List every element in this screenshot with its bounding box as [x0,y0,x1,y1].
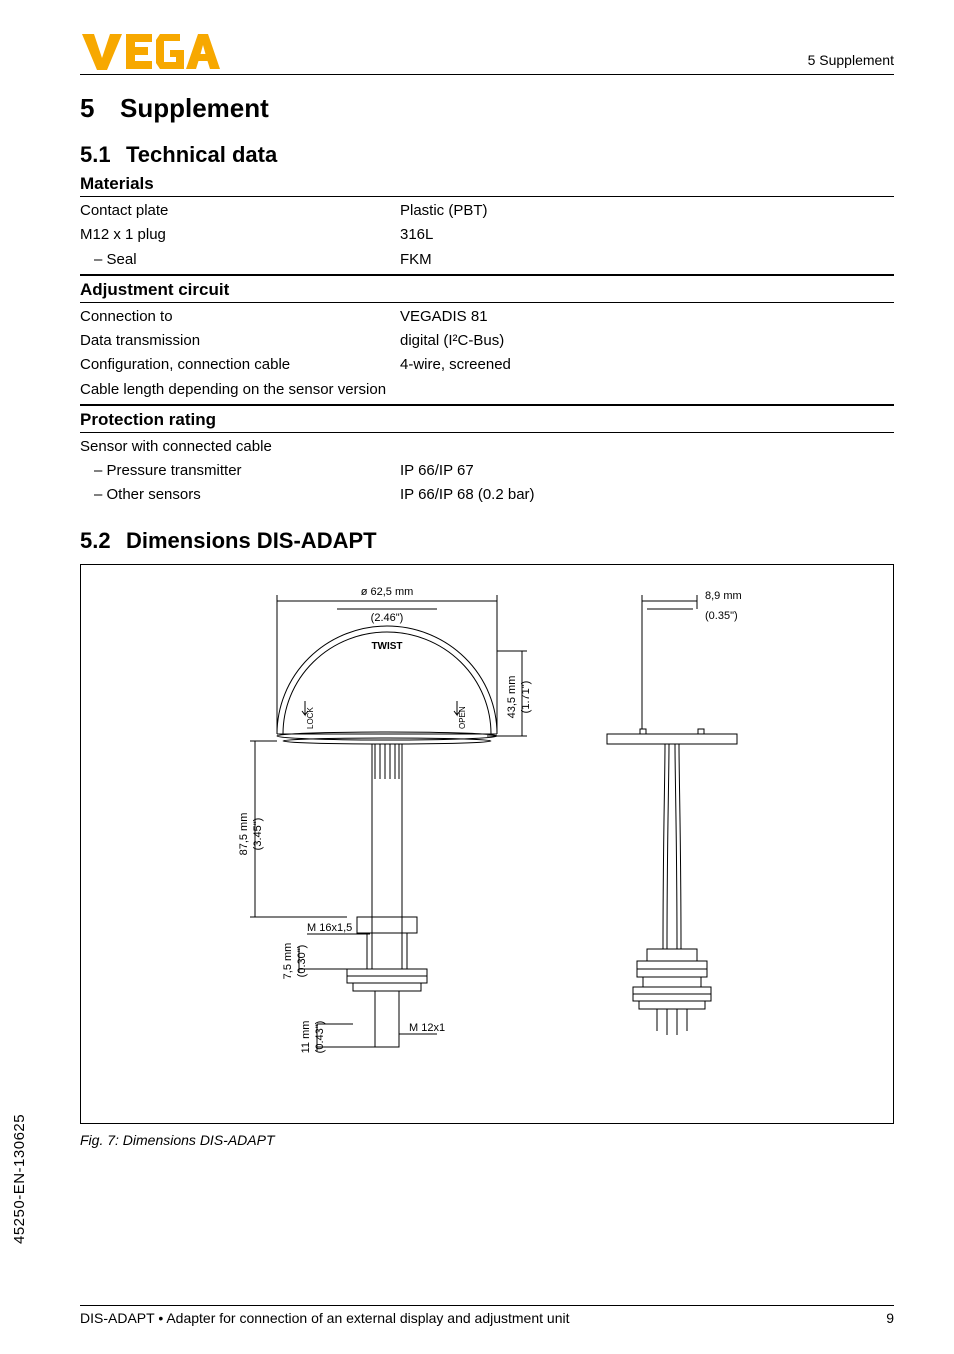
svg-text:TWIST: TWIST [371,641,402,652]
header-section-label: 5 Supplement [808,52,894,72]
protection-lead: Sensor with connected cable [80,437,272,457]
materials-rows: Contact platePlastic (PBT) M12 x 1 plug3… [80,201,894,270]
svg-text:8,9 mm: 8,9 mm [705,590,742,602]
svg-text:(2.46"): (2.46") [371,612,404,624]
svg-text:OPEN: OPEN [458,706,467,729]
page-footer: DIS-ADAPT • Adapter for connection of an… [80,1305,894,1326]
svg-text:M 16x1,5: M 16x1,5 [307,922,352,934]
doc-code: 45250-EN-130625 [11,1114,28,1244]
dimensions-diagram: ø 62,5 mm (2.46") TWIST LOCK OPEN [177,579,797,1109]
svg-text:(0.43"): (0.43") [314,1020,326,1053]
adjustment-heading: Adjustment circuit [80,280,894,300]
svg-text:7,5 mm: 7,5 mm [282,942,294,979]
svg-text:87,5 mm: 87,5 mm [238,812,250,855]
svg-text:(0.35"): (0.35") [705,610,738,622]
protection-rows: – Pressure transmitterIP 66/IP 67 – Othe… [80,461,894,506]
subsection-52: 5.2Dimensions DIS-ADAPT [80,528,894,554]
adjustment-rows: Connection toVEGADIS 81 Data transmissio… [80,307,894,400]
svg-text:M 12x1: M 12x1 [409,1022,445,1034]
protection-heading: Protection rating [80,410,894,430]
section-heading: 5Supplement [80,93,894,124]
svg-text:43,5 mm: 43,5 mm [506,675,518,718]
vega-logo [80,30,220,72]
materials-heading: Materials [80,174,894,194]
svg-text:(1.71"): (1.71") [520,680,532,713]
footer-page: 9 [886,1310,894,1326]
svg-text:LOCK: LOCK [306,706,315,728]
svg-text:11 mm: 11 mm [300,1020,312,1053]
svg-text:(0.30"): (0.30") [296,944,308,977]
figure-caption: Fig. 7: Dimensions DIS-ADAPT [80,1132,894,1148]
subsection-51: 5.1Technical data [80,142,894,168]
svg-text:(3.45"): (3.45") [252,817,264,850]
footer-left: DIS-ADAPT • Adapter for connection of an… [80,1310,569,1326]
figure-box: ø 62,5 mm (2.46") TWIST LOCK OPEN [80,564,894,1124]
svg-text:ø 62,5 mm: ø 62,5 mm [361,586,414,598]
